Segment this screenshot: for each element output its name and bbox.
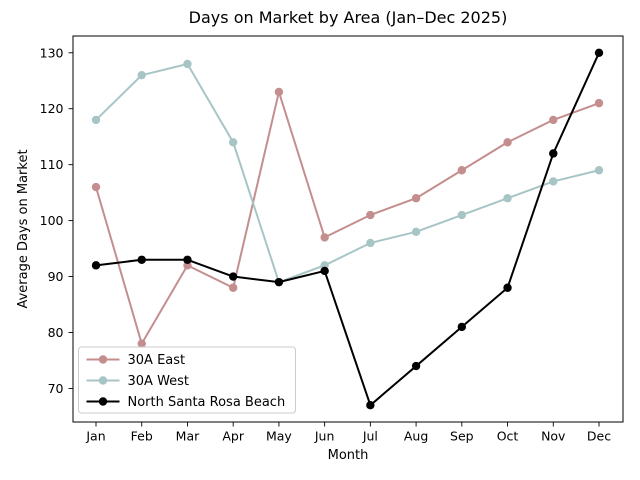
y-tick-label: 120 (40, 101, 64, 116)
legend-marker (98, 355, 108, 364)
series-marker-north-santa-rosa-beach (228, 272, 238, 281)
series-marker-30a-west (366, 238, 375, 248)
y-axis-ticks: 70 80 90 100 110 120 130 (40, 45, 73, 396)
x-tick-label: Oct (497, 429, 519, 444)
legend-marker (98, 397, 108, 406)
series-marker-30a-west (457, 210, 467, 220)
chart-title: Days on Market by Area (Jan–Dec 2025) (189, 8, 508, 27)
series-marker-30a-east (228, 283, 238, 292)
y-tick-label: 100 (40, 213, 64, 228)
y-axis-label: Average Days on Market (16, 149, 31, 308)
series-marker-north-santa-rosa-beach (366, 401, 375, 410)
series-marker-30a-east (549, 115, 558, 125)
x-tick-label: Sep (450, 429, 474, 444)
series-marker-30a-east (503, 138, 512, 147)
legend-marker (98, 376, 108, 385)
series-marker-30a-east (366, 210, 375, 220)
series-marker-30a-west (411, 227, 421, 236)
series-marker-north-santa-rosa-beach (549, 149, 558, 158)
y-tick-label: 130 (40, 45, 64, 60)
legend-item-30a-east: 30A East (86, 353, 186, 368)
y-tick-label: 70 (48, 381, 64, 396)
series-marker-north-santa-rosa-beach (411, 361, 421, 371)
x-tick-label: Jun (314, 429, 335, 444)
series-marker-30a-west (549, 177, 558, 186)
series-marker-30a-east (274, 87, 284, 97)
x-tick-label: May (266, 429, 292, 444)
y-tick-label: 90 (48, 269, 64, 284)
y-tick-label: 110 (40, 157, 64, 172)
plot-area (72, 35, 624, 423)
series-marker-30a-west (137, 70, 146, 80)
legend-label: 30A West (128, 374, 190, 389)
series-line-30a-east (95, 90, 600, 345)
series-marker-north-santa-rosa-beach (183, 255, 192, 264)
series-marker-north-santa-rosa-beach (457, 322, 467, 332)
series-marker-30a-west (228, 138, 238, 147)
legend-item-north-santa-rosa-beach: North Santa Rosa Beach (86, 395, 286, 410)
series-marker-30a-west (183, 59, 192, 69)
x-tick-label: Feb (131, 429, 153, 444)
legend-item-30a-west: 30A West (86, 374, 190, 389)
series-marker-30a-east (137, 339, 146, 348)
x-tick-label: Mar (176, 429, 200, 444)
series-marker-30a-west (503, 194, 512, 203)
series-marker-30a-east (320, 233, 329, 242)
series-marker-north-santa-rosa-beach (594, 48, 604, 57)
x-tick-label: Jul (362, 429, 378, 444)
x-tick-label: Dec (587, 429, 611, 444)
series-marker-30a-east (457, 166, 467, 175)
series-marker-north-santa-rosa-beach (320, 266, 329, 276)
series-line-30a-west (95, 62, 600, 284)
series-marker-north-santa-rosa-beach (503, 283, 512, 292)
x-tick-label: Jan (85, 429, 105, 444)
series-marker-30a-east (594, 98, 604, 108)
series-marker-30a-west (91, 115, 101, 125)
x-tick-label: Apr (222, 429, 244, 444)
series-marker-30a-east (91, 182, 101, 192)
legend-box (78, 346, 296, 414)
legend: 30A East 30A West North Santa Rosa Beach (78, 346, 296, 414)
y-tick-label: 80 (48, 325, 64, 340)
series-group (91, 48, 604, 410)
series-marker-north-santa-rosa-beach (91, 261, 101, 270)
legend-label: 30A East (128, 353, 186, 368)
series-marker-30a-east (411, 194, 421, 203)
x-tick-label: Nov (541, 429, 566, 444)
series-marker-north-santa-rosa-beach (137, 255, 146, 264)
series-marker-30a-west (594, 166, 604, 175)
x-axis-ticks: Jan Feb Mar Apr May Jun Jul Aug Sep Oct Nov Dec (85, 422, 611, 444)
x-axis-label: Month (328, 448, 369, 463)
series-marker-north-santa-rosa-beach (274, 277, 284, 287)
x-tick-label: Aug (404, 429, 428, 444)
series-line-north-santa-rosa-beach (95, 51, 600, 407)
legend-label: North Santa Rosa Beach (128, 395, 286, 410)
